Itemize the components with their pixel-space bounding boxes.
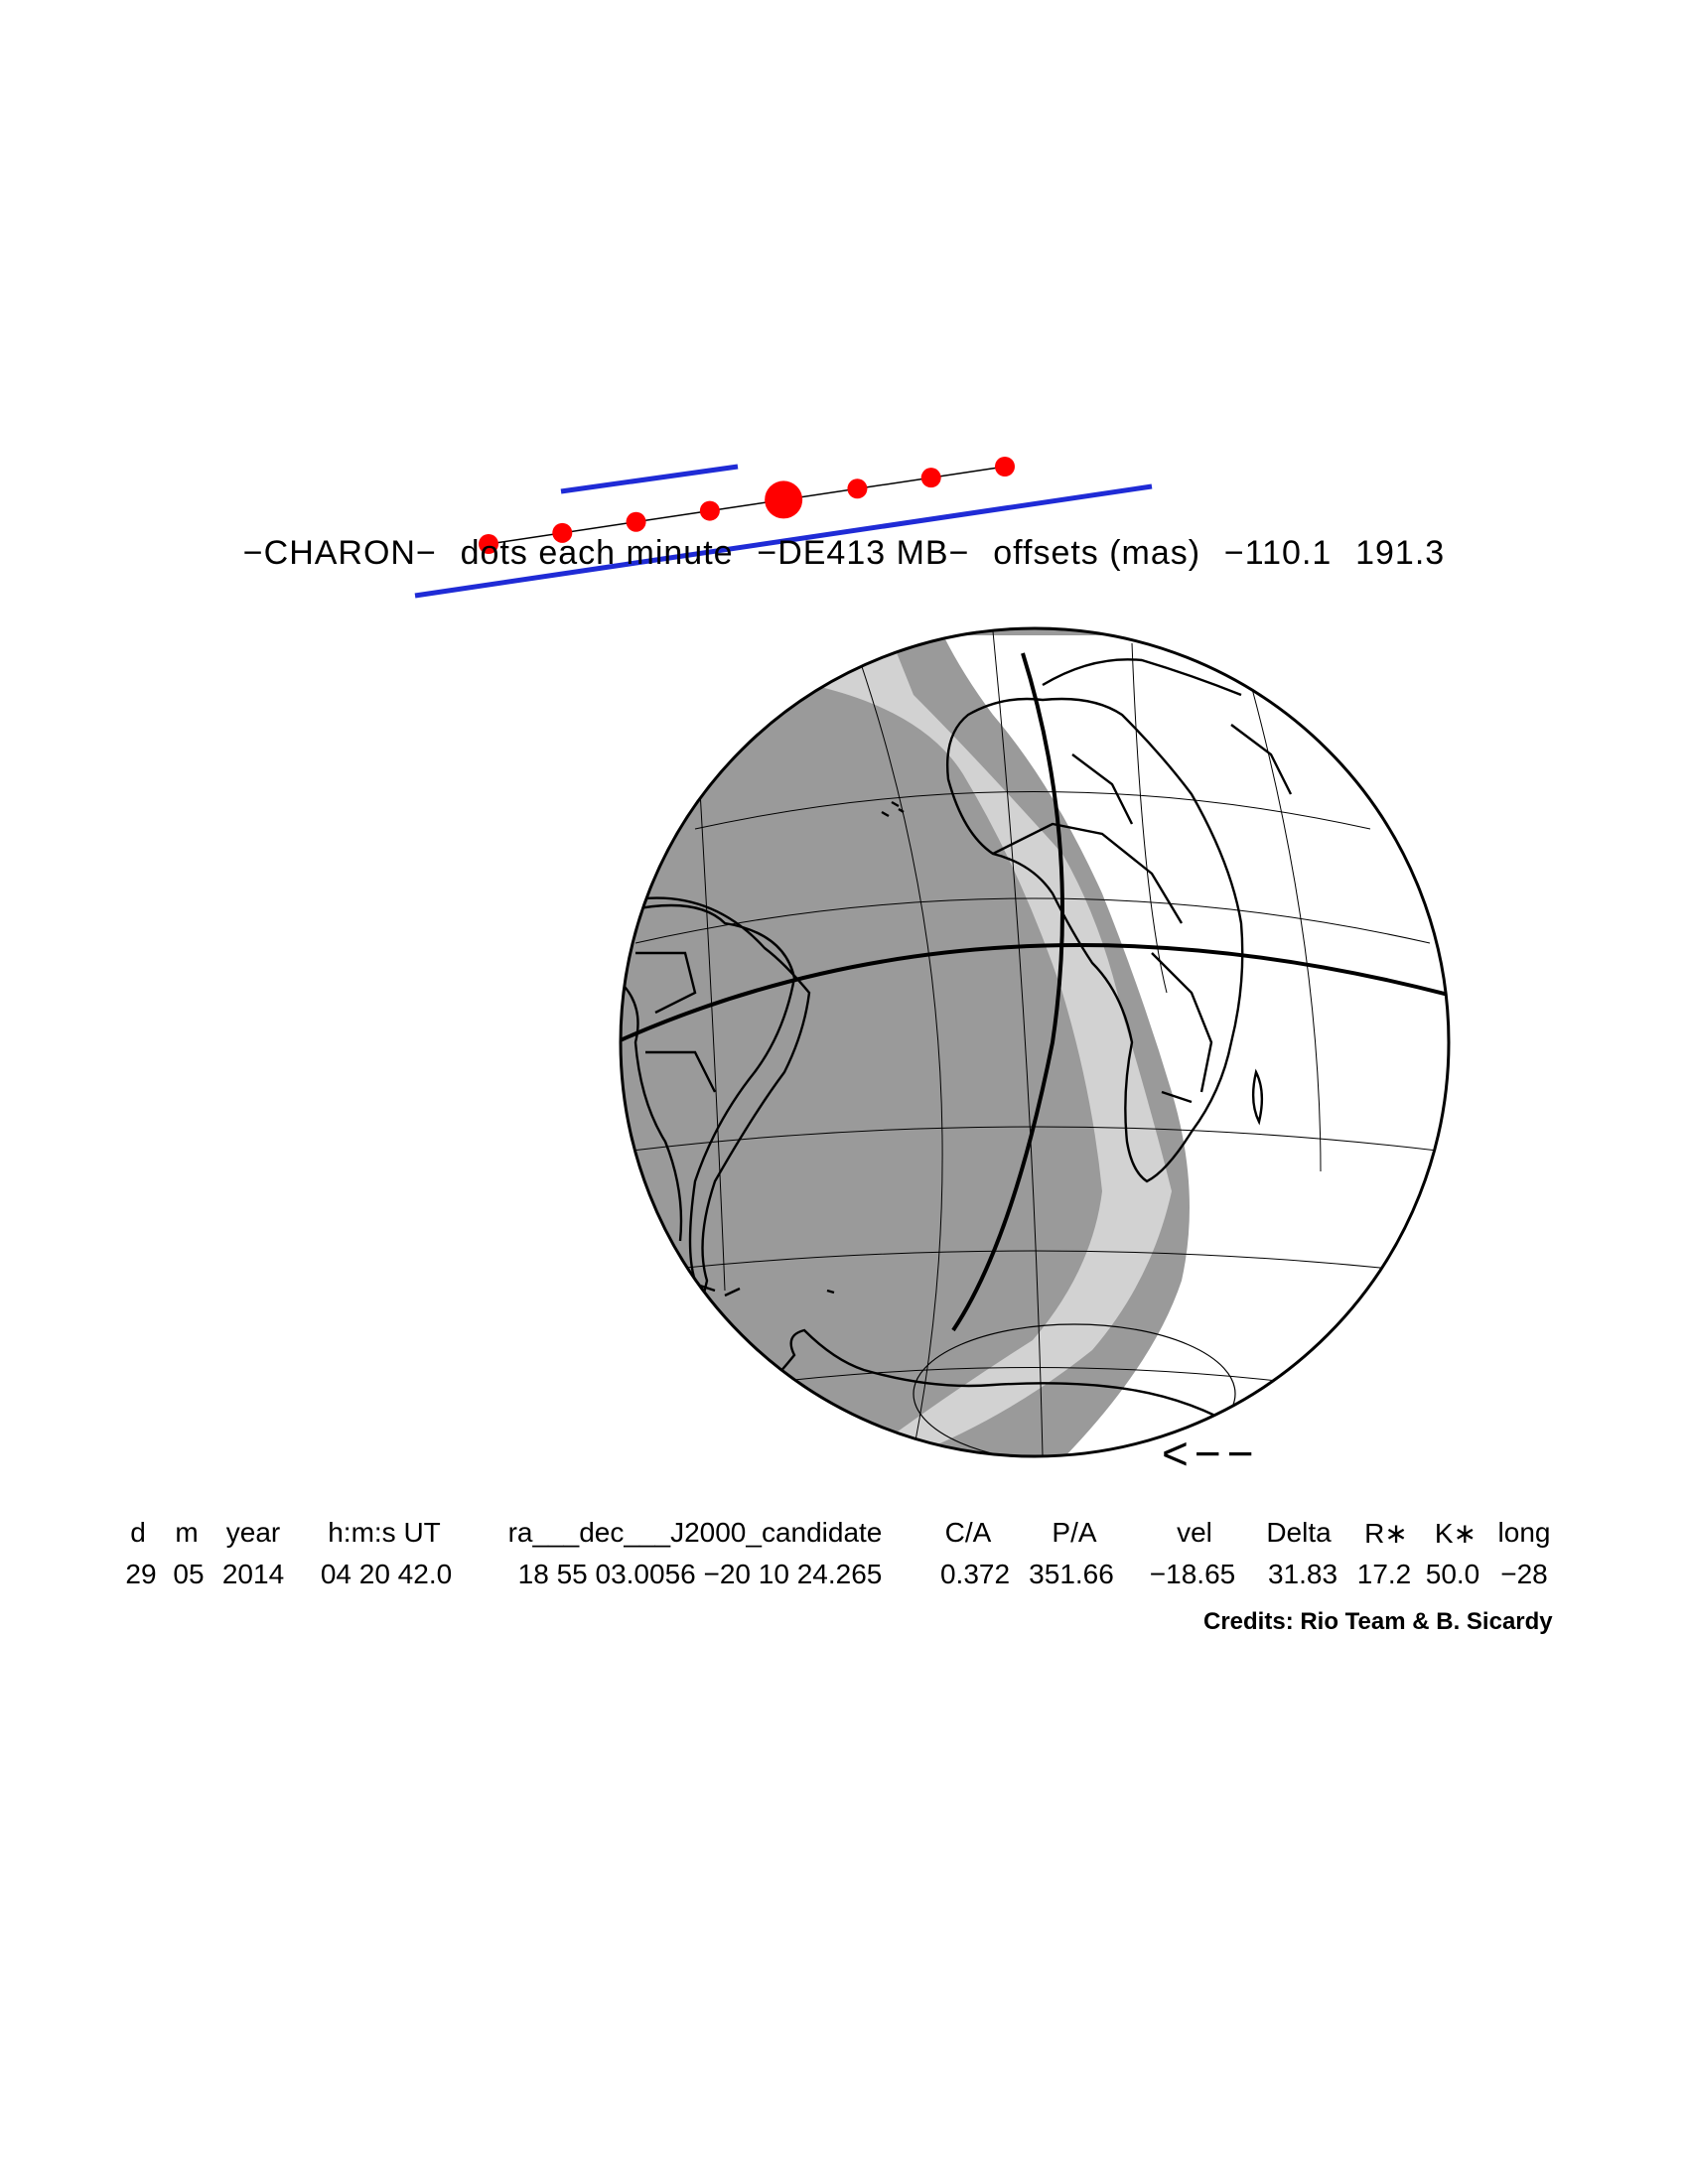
header-day: d — [130, 1517, 146, 1548]
value-time: 04 20 42.0 — [320, 1559, 453, 1589]
value-day: 29 — [125, 1559, 157, 1589]
value-vel: −18.65 — [1149, 1559, 1236, 1589]
minute-dot — [626, 511, 646, 532]
object-name: −CHARON− — [242, 534, 437, 572]
value-year: 2014 — [221, 1559, 285, 1589]
shadow-limit-north — [560, 464, 739, 494]
header-ca: C/A — [944, 1517, 992, 1548]
table-header-row: d m year h:m:s UT ra___dec___J2000_candi… — [0, 0, 1550, 1549]
header-long: long — [1497, 1517, 1551, 1548]
africa-outline — [946, 697, 1244, 1183]
minute-dot — [479, 534, 498, 554]
minute-dot — [847, 478, 868, 499]
graticule — [623, 630, 1447, 1456]
minute-dot — [699, 500, 720, 521]
header-delta: Delta — [1266, 1517, 1332, 1548]
header-time: h:m:s UT — [328, 1517, 441, 1548]
closest-approach-dot — [765, 480, 803, 519]
header-line: −CHARON− dots each minute −DE413 MB− offset… — [0, 534, 1688, 573]
value-delta: 31.83 — [1267, 1559, 1338, 1589]
header-coordinates: ra___dec___J2000_candidate — [507, 1517, 883, 1548]
direction-arrow: <−− — [1162, 1428, 1260, 1479]
header-rstar: R∗ — [1364, 1518, 1408, 1549]
offset-dec: 191.3 — [1355, 534, 1446, 572]
header-vel: vel — [1177, 1517, 1212, 1548]
offset-ra: −110.1 — [1223, 534, 1333, 572]
globe — [619, 626, 1451, 1458]
table-value-row: 29 05 2014 04 20 42.0 18 55 03.0056 −20 … — [0, 0, 1547, 1589]
header-pa: P/A — [1052, 1517, 1097, 1548]
track-line — [488, 466, 1006, 545]
minute-dot — [552, 522, 573, 543]
ephemeris-label: −DE413 MB− — [757, 534, 970, 572]
path-meridian — [951, 652, 1064, 1332]
credits: Credits: Rio Team & B. Sicardy — [1203, 1608, 1553, 1635]
minute-dot — [920, 468, 941, 488]
twilight-region — [735, 642, 1172, 1456]
shadow-limit-south — [414, 483, 1153, 599]
minute-dot — [995, 457, 1015, 477]
value-rstar: 17.2 — [1356, 1559, 1412, 1589]
dots-note: dots each minute — [460, 534, 734, 572]
offsets-label: offsets (mas) — [993, 534, 1201, 572]
equator — [621, 943, 1449, 1044]
day-region — [943, 635, 1449, 1456]
shadow-track — [479, 457, 1015, 554]
globe-outline — [619, 626, 1451, 1458]
header-kstar: K∗ — [1434, 1518, 1477, 1549]
value-kstar: 50.0 — [1425, 1559, 1480, 1589]
header-year: year — [225, 1517, 281, 1548]
value-long: −28 — [1500, 1559, 1548, 1589]
header-month: m — [175, 1517, 199, 1548]
value-pa: 351.66 — [1029, 1559, 1114, 1589]
value-ca: 0.372 — [939, 1559, 1011, 1589]
antarctica-outline — [744, 1328, 1242, 1432]
value-month: 05 — [173, 1559, 205, 1589]
value-coordinates: 18 55 03.0056 −20 10 24.265 — [517, 1559, 883, 1589]
